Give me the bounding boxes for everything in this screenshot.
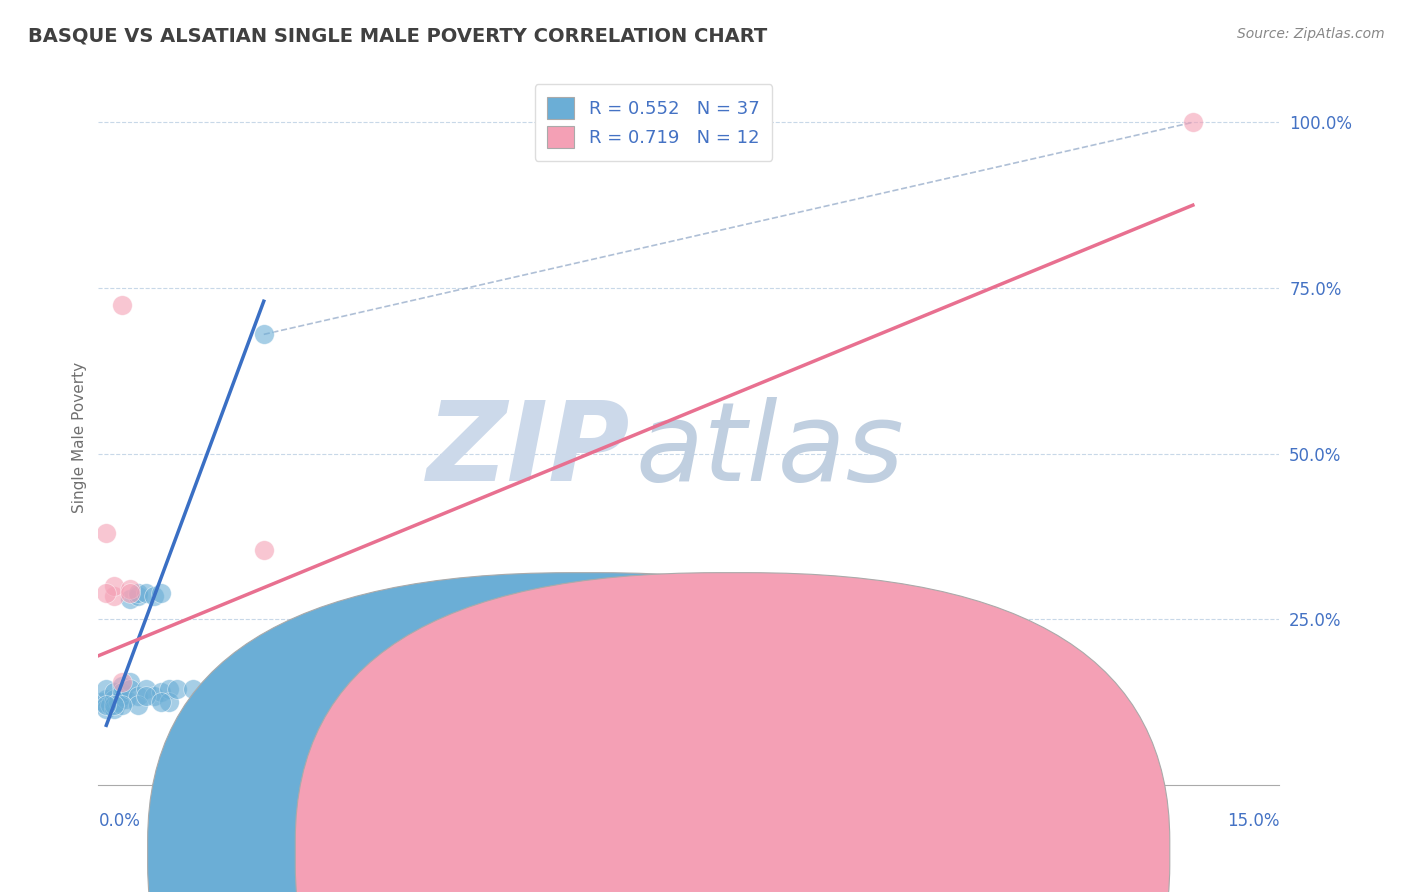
Point: [111, 679, 134, 693]
Point: [142, 689, 165, 703]
Text: ZIP: ZIP: [426, 398, 630, 505]
Point: [441, 662, 464, 676]
Point: [1181, 115, 1204, 129]
Point: [127, 689, 149, 703]
Point: [142, 589, 165, 603]
Point: [111, 698, 134, 713]
Point: [103, 691, 125, 706]
Text: Source: ZipAtlas.com: Source: ZipAtlas.com: [1237, 27, 1385, 41]
Point: [181, 681, 204, 696]
Text: Alsatians: Alsatians: [755, 846, 824, 860]
Y-axis label: Single Male Poverty: Single Male Poverty: [72, 361, 87, 513]
Point: [135, 689, 157, 703]
Point: [96, 702, 118, 716]
Point: [96, 526, 118, 541]
Point: [107, 695, 129, 709]
Point: [103, 685, 125, 699]
Point: [551, 648, 574, 663]
Point: [150, 695, 173, 709]
Point: [103, 589, 125, 603]
Point: [157, 681, 180, 696]
Point: [560, 652, 582, 666]
Point: [111, 675, 134, 690]
Point: [157, 695, 180, 709]
Point: [96, 698, 118, 713]
Point: [98, 698, 121, 713]
Point: [111, 685, 134, 699]
Point: [150, 685, 173, 699]
Point: [127, 586, 149, 600]
Text: Basques: Basques: [607, 846, 672, 860]
Point: [253, 542, 276, 557]
Point: [103, 698, 125, 713]
Point: [111, 689, 134, 703]
Point: [96, 691, 118, 706]
Legend: R = 0.552   N = 37, R = 0.719   N = 12: R = 0.552 N = 37, R = 0.719 N = 12: [534, 85, 772, 161]
Text: atlas: atlas: [636, 398, 904, 505]
Text: 0.0%: 0.0%: [98, 812, 141, 830]
Point: [96, 681, 118, 696]
Point: [150, 586, 173, 600]
Point: [115, 691, 138, 706]
Point: [118, 592, 141, 607]
Text: BASQUE VS ALSATIAN SINGLE MALE POVERTY CORRELATION CHART: BASQUE VS ALSATIAN SINGLE MALE POVERTY C…: [28, 27, 768, 45]
Point: [135, 586, 157, 600]
Point: [96, 586, 118, 600]
Point: [135, 681, 157, 696]
Point: [253, 327, 276, 342]
Point: [118, 586, 141, 600]
Point: [91, 695, 114, 709]
Text: 15.0%: 15.0%: [1227, 812, 1279, 830]
Point: [103, 702, 125, 716]
Point: [118, 681, 141, 696]
Point: [127, 589, 149, 603]
Point: [103, 579, 125, 593]
Point: [127, 698, 149, 713]
Point: [111, 297, 134, 311]
Point: [166, 681, 188, 696]
Point: [118, 675, 141, 690]
Point: [118, 582, 141, 597]
